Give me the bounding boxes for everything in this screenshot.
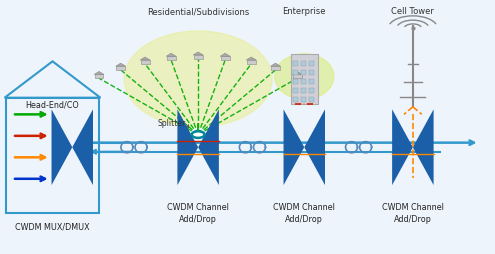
Text: CWDM Channel
Add/Drop: CWDM Channel Add/Drop	[382, 203, 444, 224]
Polygon shape	[220, 53, 230, 56]
FancyBboxPatch shape	[309, 61, 314, 66]
FancyBboxPatch shape	[293, 97, 298, 102]
Polygon shape	[304, 109, 325, 185]
FancyBboxPatch shape	[301, 61, 306, 66]
Ellipse shape	[275, 54, 334, 99]
FancyBboxPatch shape	[309, 88, 314, 93]
Polygon shape	[392, 109, 413, 185]
FancyBboxPatch shape	[293, 79, 298, 84]
FancyBboxPatch shape	[293, 74, 301, 78]
Polygon shape	[247, 57, 256, 60]
Polygon shape	[94, 71, 104, 74]
Polygon shape	[198, 109, 219, 185]
FancyBboxPatch shape	[301, 70, 306, 75]
FancyBboxPatch shape	[309, 79, 314, 84]
Text: CWDM Channel
Add/Drop: CWDM Channel Add/Drop	[273, 203, 335, 224]
Polygon shape	[140, 57, 150, 60]
Polygon shape	[193, 52, 203, 55]
Polygon shape	[177, 109, 198, 185]
FancyBboxPatch shape	[271, 66, 280, 70]
FancyBboxPatch shape	[194, 55, 202, 59]
FancyBboxPatch shape	[301, 97, 306, 102]
Polygon shape	[72, 109, 93, 185]
Polygon shape	[292, 71, 302, 74]
Polygon shape	[271, 63, 281, 66]
Ellipse shape	[124, 31, 272, 127]
FancyBboxPatch shape	[293, 61, 298, 66]
Text: Splitter: Splitter	[157, 119, 186, 128]
FancyBboxPatch shape	[221, 56, 230, 60]
Circle shape	[192, 131, 204, 138]
FancyBboxPatch shape	[309, 70, 314, 75]
Text: CWDM Channel
Add/Drop: CWDM Channel Add/Drop	[167, 203, 229, 224]
FancyBboxPatch shape	[301, 79, 306, 84]
FancyBboxPatch shape	[293, 70, 298, 75]
Polygon shape	[116, 63, 126, 66]
Text: Head-End/CO: Head-End/CO	[26, 101, 79, 110]
FancyBboxPatch shape	[247, 60, 255, 64]
FancyBboxPatch shape	[301, 88, 306, 93]
FancyBboxPatch shape	[116, 66, 125, 70]
Text: Cell Tower: Cell Tower	[392, 7, 434, 16]
FancyBboxPatch shape	[95, 74, 103, 78]
Polygon shape	[166, 53, 176, 56]
FancyBboxPatch shape	[167, 56, 176, 60]
Text: CWDM MUX/DMUX: CWDM MUX/DMUX	[15, 223, 90, 232]
Text: Enterprise: Enterprise	[283, 7, 326, 16]
FancyBboxPatch shape	[309, 97, 314, 102]
Polygon shape	[284, 109, 304, 185]
FancyBboxPatch shape	[141, 60, 149, 64]
Text: Residential/Subdivisions: Residential/Subdivisions	[147, 7, 249, 16]
FancyBboxPatch shape	[293, 88, 298, 93]
Polygon shape	[51, 109, 72, 185]
FancyBboxPatch shape	[291, 54, 318, 104]
Polygon shape	[413, 109, 434, 185]
